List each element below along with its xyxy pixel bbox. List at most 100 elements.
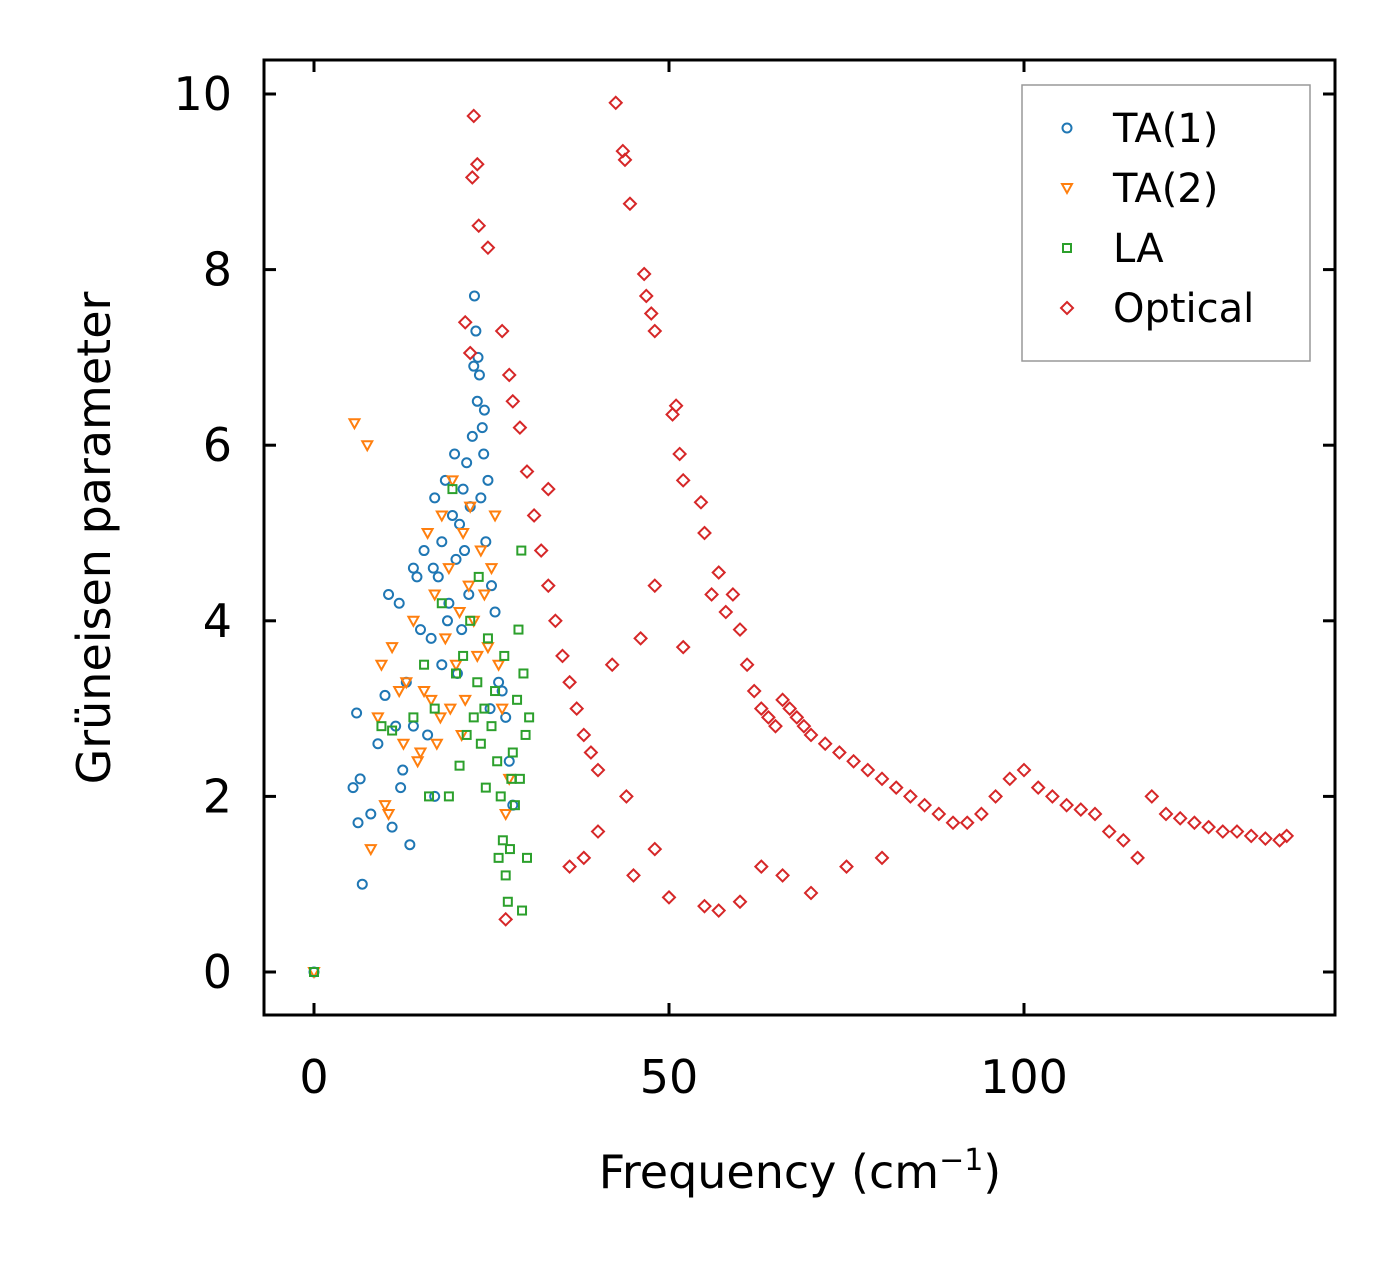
data-point xyxy=(604,657,620,673)
data-point xyxy=(476,422,488,434)
data-point xyxy=(817,736,833,752)
y-tick-label: 6 xyxy=(203,418,232,472)
data-point xyxy=(443,791,454,802)
data-point xyxy=(583,745,599,760)
data-point xyxy=(436,659,448,671)
data-point xyxy=(351,707,363,719)
data-point xyxy=(436,598,447,609)
data-point xyxy=(493,676,505,688)
data-point xyxy=(839,859,854,875)
data-point xyxy=(463,501,477,514)
data-point xyxy=(393,597,405,609)
data-point xyxy=(356,878,368,890)
data-point xyxy=(347,782,359,794)
data-point xyxy=(1130,850,1146,866)
data-point xyxy=(430,738,444,751)
y-axis-label: Grüneisen parameter xyxy=(67,291,121,784)
data-point xyxy=(540,481,556,497)
data-point xyxy=(435,510,449,523)
data-point xyxy=(902,788,918,804)
data-point xyxy=(461,457,473,469)
data-point xyxy=(1059,797,1075,813)
data-point xyxy=(555,648,570,664)
data-point xyxy=(636,266,652,282)
data-point xyxy=(502,896,513,907)
data-point xyxy=(465,615,476,626)
data-point xyxy=(424,694,438,707)
data-point xyxy=(668,398,684,414)
data-point xyxy=(846,753,862,769)
data-point xyxy=(499,650,510,661)
x-axis-label-close: ) xyxy=(983,1145,1001,1199)
data-point xyxy=(450,553,462,565)
data-point xyxy=(803,885,819,901)
legend-marker xyxy=(1062,243,1072,253)
y-tick-label: 0 xyxy=(203,945,232,999)
data-point xyxy=(445,475,460,488)
series-optical xyxy=(457,95,1295,927)
data-point xyxy=(480,782,491,793)
data-point xyxy=(647,578,663,594)
data-point xyxy=(732,622,748,637)
data-point xyxy=(484,703,496,715)
series-la xyxy=(309,484,535,977)
data-point xyxy=(471,395,483,407)
data-point xyxy=(519,464,535,479)
data-point xyxy=(533,543,549,558)
data-point xyxy=(418,545,430,557)
data-point xyxy=(1279,828,1295,844)
data-point xyxy=(697,525,712,541)
data-point xyxy=(406,615,421,628)
data-point xyxy=(1186,815,1202,831)
data-point xyxy=(490,686,501,697)
data-point xyxy=(452,607,467,620)
data-point xyxy=(782,701,798,717)
data-point xyxy=(547,613,563,629)
data-point xyxy=(945,815,961,831)
data-point xyxy=(428,589,442,602)
data-point xyxy=(407,720,419,732)
data-point xyxy=(526,508,542,523)
x-axis-label: Frequency (cm−1) xyxy=(599,1143,1002,1199)
data-point xyxy=(482,633,493,644)
x-tick-label: 100 xyxy=(980,1050,1068,1104)
data-point xyxy=(576,727,592,743)
legend-marker xyxy=(1061,122,1073,134)
data-point xyxy=(372,738,384,750)
data-point xyxy=(462,580,476,593)
data-point xyxy=(569,701,585,717)
data-point xyxy=(518,668,529,679)
data-point xyxy=(410,756,425,769)
data-point xyxy=(365,808,377,820)
data-point xyxy=(617,152,633,168)
data-point xyxy=(697,898,712,914)
data-point xyxy=(1144,788,1160,804)
data-point xyxy=(775,692,791,708)
data-point xyxy=(456,624,468,636)
data-point xyxy=(442,563,456,576)
data-point xyxy=(1115,832,1131,848)
data-point xyxy=(507,747,518,758)
data-point xyxy=(1073,802,1089,817)
data-point xyxy=(520,729,531,740)
legend-label: TA(1) xyxy=(1112,106,1218,152)
data-point xyxy=(470,325,482,337)
data-point xyxy=(917,797,933,813)
data-point xyxy=(1087,806,1103,822)
data-point xyxy=(959,815,975,831)
data-point xyxy=(480,536,492,548)
data-point xyxy=(471,218,487,234)
data-point xyxy=(472,677,483,688)
data-point xyxy=(622,196,638,212)
legend: TA(1) TA(2) LA Optical xyxy=(1021,84,1311,362)
data-point xyxy=(474,545,488,558)
data-point xyxy=(427,562,439,574)
series-ta-2- xyxy=(307,418,516,980)
data-point xyxy=(347,418,362,431)
data-point xyxy=(1101,824,1117,839)
data-point xyxy=(626,868,641,883)
data-point xyxy=(495,791,506,802)
data-point xyxy=(675,639,691,655)
data-point xyxy=(469,156,485,172)
data-point xyxy=(493,852,504,863)
